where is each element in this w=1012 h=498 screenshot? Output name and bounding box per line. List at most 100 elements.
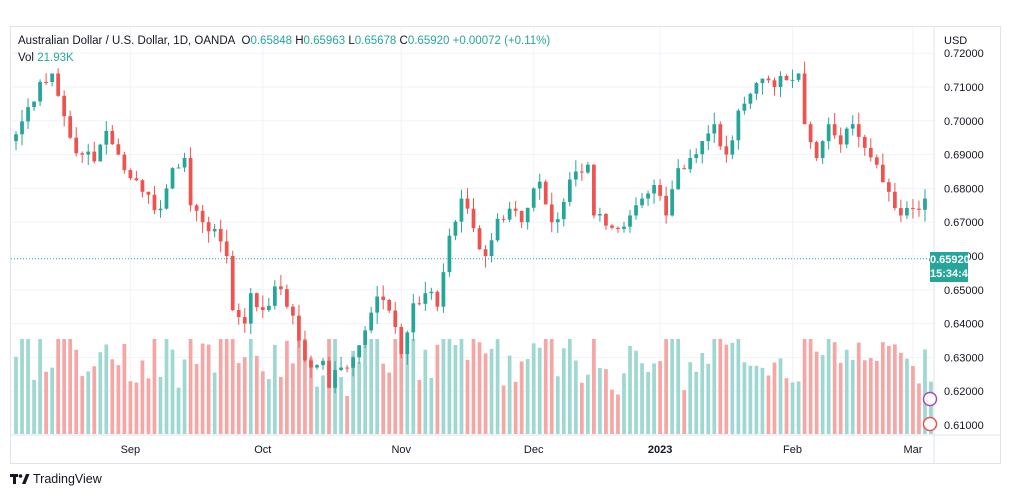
event-marker-icon[interactable] (922, 391, 938, 407)
volume-legend[interactable]: Vol 21.93K (18, 52, 74, 64)
dividend-marker-icon[interactable] (922, 416, 938, 432)
volume-bar (459, 339, 464, 434)
candle-up (652, 185, 656, 194)
candle-up (182, 157, 187, 168)
candle-down (230, 256, 235, 311)
volume-bar (814, 351, 819, 434)
candle-up (495, 218, 500, 241)
volume-bar (86, 371, 91, 434)
volume-bar (50, 367, 54, 434)
volume-bar (411, 339, 416, 434)
candle-down (303, 340, 307, 361)
open-key: O (241, 35, 251, 47)
candle-up (736, 110, 741, 141)
symbol-legend[interactable]: Australian Dollar / U.S. Dollar, 1D, OAN… (18, 35, 550, 47)
candle-down (260, 307, 265, 311)
volume-bar (393, 339, 398, 434)
tradingview-logo-icon (10, 474, 30, 484)
candle-down (899, 208, 903, 216)
candle-down (549, 204, 554, 223)
candle-down (832, 124, 837, 136)
volume-bar (525, 359, 530, 434)
low-key: L (348, 35, 355, 47)
volume-bar (658, 361, 662, 434)
volume-bar (170, 349, 175, 434)
candle-down (68, 116, 73, 138)
candle-down (808, 124, 813, 143)
volume-bar (417, 380, 422, 434)
time-axis: Sep Oct Nov Dec 2023 Feb Mar (121, 444, 923, 456)
candle-up (104, 130, 109, 145)
volume-marker-icons[interactable] (922, 391, 938, 432)
tradingview-footer[interactable]: TradingView (10, 472, 102, 486)
candle-down (862, 136, 867, 148)
candle-up (694, 154, 699, 158)
candle-up (622, 226, 626, 229)
volume-bar (134, 382, 139, 434)
candle-up (98, 144, 103, 162)
volume-bar (718, 339, 723, 434)
volume-bar (899, 352, 903, 434)
volume-bar (778, 358, 783, 434)
candle-down (616, 227, 620, 229)
candle-up (32, 101, 36, 108)
volume-bar (646, 371, 650, 434)
candle-up (86, 151, 91, 155)
candle-down (128, 170, 133, 179)
price-tick-label: 0.62000 (944, 386, 984, 398)
candle-up (321, 360, 325, 366)
volume-bar (483, 353, 488, 434)
candle-up (158, 208, 163, 211)
volume-bar (850, 359, 855, 434)
candle-up (315, 365, 319, 368)
candle-down (838, 135, 843, 145)
candle-up (333, 369, 337, 388)
volume-bar (670, 339, 675, 434)
volume-bar (477, 342, 482, 434)
volume-bar (760, 367, 765, 434)
candle-up (748, 93, 753, 104)
candle-down (122, 154, 127, 171)
volume-bar (345, 395, 349, 434)
candle-down (435, 291, 440, 307)
volume-bar (206, 344, 211, 434)
volume-bar (893, 344, 897, 434)
candle-down (309, 360, 313, 368)
candle-up (670, 189, 675, 216)
candle-down (110, 130, 115, 145)
volume-bar (537, 347, 542, 434)
volume-bar (62, 339, 67, 434)
candle-down (218, 228, 223, 242)
candle-down (917, 208, 921, 210)
time-tick-label: Oct (254, 444, 271, 456)
low-value: 0.65678 (354, 35, 397, 47)
candle-down (134, 178, 139, 181)
volume-bar (923, 349, 927, 434)
change-value: +0.00072 (+0.11%) (452, 35, 551, 47)
candle-up (796, 73, 801, 80)
volume-bar (80, 376, 85, 434)
candle-up (628, 215, 632, 227)
volume-bar (700, 353, 705, 434)
candle-up (272, 286, 277, 306)
volume-bar (266, 379, 271, 434)
last-price-label: 0.65920 15:34:41 (930, 252, 974, 282)
volume-bar (38, 339, 42, 434)
volume-bar (230, 339, 235, 434)
volume-bar (200, 343, 205, 434)
volume-bar (351, 350, 355, 434)
volume-bar (676, 339, 681, 434)
volume-bar (56, 339, 61, 434)
volume-bar (784, 378, 789, 434)
volume-bar (549, 339, 554, 434)
volume-bar (116, 365, 121, 434)
volume-bar (640, 363, 644, 434)
candle-up (537, 181, 542, 189)
volume-bar (194, 363, 199, 434)
volume-bar (832, 342, 837, 434)
volume-bar (387, 372, 392, 434)
candle-down (188, 157, 193, 206)
candle-up (531, 188, 536, 208)
volume-bar (766, 375, 771, 434)
